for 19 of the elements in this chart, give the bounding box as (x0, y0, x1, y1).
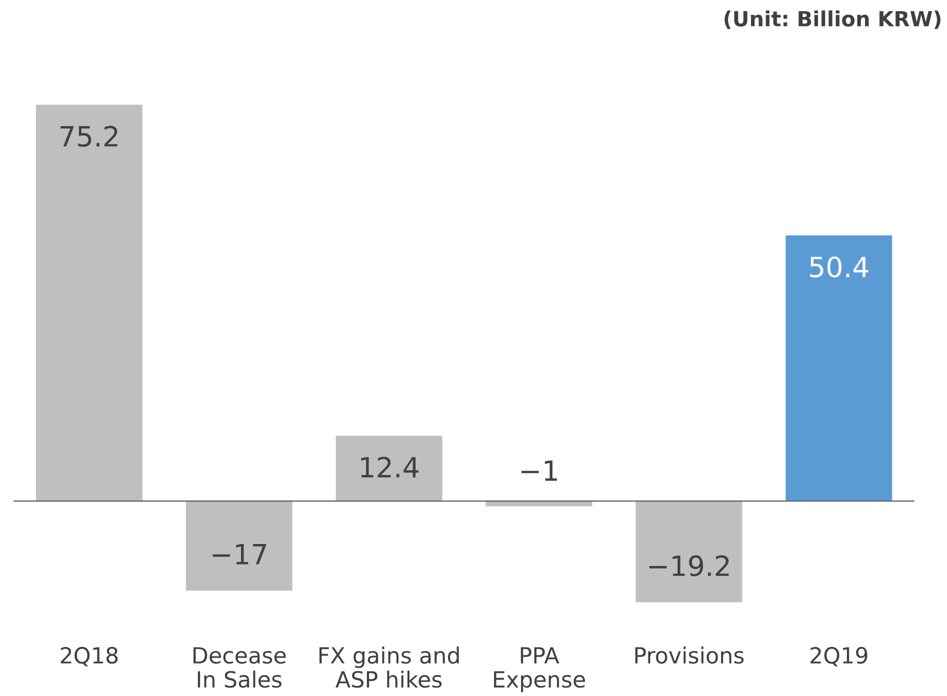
data-label: 75.2 (60, 126, 118, 147)
x-tick-label: Provisions (635, 646, 744, 664)
data-label: −17 (212, 544, 266, 564)
x-tick-label: 2Q19 (810, 646, 868, 666)
x-tick-label: PPA Expense (494, 647, 585, 692)
data-label: 12.4 (361, 456, 418, 478)
bar (786, 235, 892, 502)
data-label: 50.4 (810, 256, 868, 278)
x-tick-label: Decease In Sales (194, 647, 286, 688)
data-label: −19.2 (649, 555, 729, 576)
x-tick-label: FX gains and ASP hikes (319, 646, 459, 688)
bar (486, 501, 592, 506)
bar (336, 436, 442, 502)
text: (Unit: Billion KRW) (724, 10, 940, 30)
bar (636, 501, 742, 602)
bar (36, 104, 142, 502)
bar (186, 501, 292, 591)
data-label: −1 (521, 460, 557, 481)
x-tick-label: 2Q18 (60, 646, 118, 666)
